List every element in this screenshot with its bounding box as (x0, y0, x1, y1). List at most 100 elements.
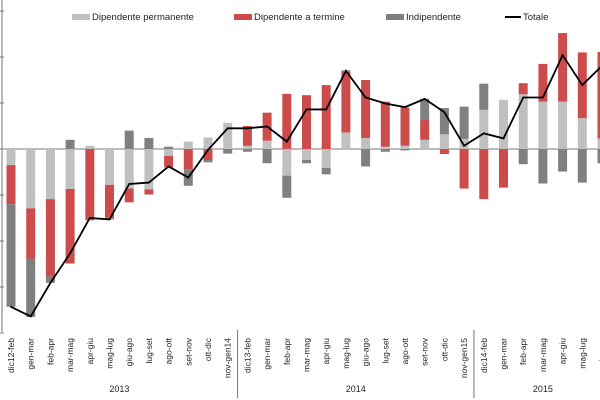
bar-independent (321, 167, 331, 175)
bar-permanent (124, 149, 134, 189)
bar-permanent (223, 122, 233, 149)
bar-temporary (164, 155, 174, 168)
bar-independent (164, 146, 174, 149)
x-tick-label: feb-apr (518, 338, 528, 365)
bar-temporary (420, 120, 430, 140)
total-point (69, 252, 71, 255)
bar-permanent (518, 94, 528, 149)
total-point (266, 125, 268, 128)
bar-temporary (144, 189, 154, 195)
x-tick-label: apr-giu (558, 338, 568, 365)
bar-permanent (282, 149, 292, 176)
bar-permanent (538, 101, 548, 149)
legend-swatch-independent (386, 14, 404, 20)
bar-temporary (105, 184, 114, 218)
bar-permanent (321, 149, 331, 168)
bar-independent (223, 149, 233, 154)
bar-independent (65, 139, 75, 149)
total-point (29, 315, 32, 318)
total-point (404, 106, 406, 108)
bar-temporary (45, 199, 55, 277)
bar-permanent (144, 149, 154, 190)
bar-independent (558, 149, 568, 172)
total-point (49, 282, 52, 284)
total-point (187, 176, 190, 179)
bar-temporary (282, 93, 292, 149)
total-point (167, 165, 170, 168)
bar-independent (538, 149, 548, 184)
bar-independent (26, 258, 36, 317)
bar-temporary (400, 107, 410, 146)
x-tick-label: mag-lug (341, 338, 351, 369)
bar-permanent (499, 99, 508, 149)
bar-permanent (479, 109, 489, 149)
bar-permanent (85, 145, 95, 149)
legend-label-temporary: Dipendente a termine (254, 12, 345, 23)
bar-independent (439, 108, 449, 135)
bar-permanent (341, 132, 351, 149)
bar-temporary (499, 149, 508, 188)
bar-independent (479, 83, 489, 110)
bar-permanent (105, 149, 114, 185)
x-tick-label: giu-ago (597, 338, 600, 367)
x-tick-label: dic12-feb (6, 338, 16, 373)
bars (6, 33, 600, 317)
bar-temporary (518, 83, 528, 95)
bar-permanent (164, 149, 174, 156)
x-tick-label: set-nov (183, 337, 193, 366)
x-tick-label: giu-ago (361, 338, 371, 367)
bar-temporary (65, 189, 75, 264)
bar-independent (400, 149, 410, 151)
legend-swatch-temporary (234, 14, 252, 20)
bar-permanent (242, 145, 252, 149)
x-tick-label: set-nov (420, 337, 430, 366)
bar-permanent (45, 149, 55, 200)
bar-permanent (302, 149, 311, 161)
total-point (246, 127, 249, 130)
total-point (522, 96, 524, 99)
bar-temporary (85, 149, 95, 221)
legend: Dipendente permanente Dipendente a termi… (72, 12, 548, 23)
total-point (502, 137, 505, 140)
bar-independent (45, 276, 55, 283)
bar-permanent (6, 149, 16, 166)
total-point (423, 98, 426, 100)
x-tick-label: lug-set (144, 337, 154, 363)
bar-permanent (577, 118, 587, 149)
bar-temporary (439, 149, 449, 155)
bar-independent (282, 175, 292, 198)
bar-temporary (597, 51, 600, 139)
bar-permanent (420, 139, 430, 149)
total-point (325, 108, 328, 111)
bar-independent (124, 130, 134, 149)
bar-permanent (459, 138, 469, 149)
bar-permanent (361, 137, 371, 149)
x-tick-label: ago-ott (164, 337, 174, 364)
x-tick-label: mar-mag (65, 338, 75, 372)
x-axis-labels: dic12-feb gen-mar feb-apr mar-mag apr-giu mag… (6, 337, 600, 378)
bar-temporary (183, 149, 193, 170)
bar-permanent (400, 145, 410, 149)
bar-temporary (242, 126, 252, 146)
year-label: 2013 (109, 384, 129, 394)
bar-temporary (203, 149, 213, 161)
legend-label-total: Totale (523, 12, 548, 23)
total-series-line (10, 53, 600, 318)
bar-permanent (380, 146, 390, 149)
bar-temporary (6, 165, 16, 205)
bar-independent (302, 160, 311, 164)
total-point (384, 102, 387, 105)
bar-temporary (26, 208, 36, 259)
total-point (581, 84, 584, 86)
bar-temporary (361, 80, 371, 138)
x-tick-label: dic13-feb (242, 338, 252, 373)
bar-independent (518, 149, 528, 165)
bar-independent (144, 137, 154, 149)
year-label: 2014 (346, 384, 366, 394)
total-point (443, 111, 446, 113)
x-tick-label: nov-gen15 (459, 338, 469, 378)
bar-independent (577, 149, 587, 183)
x-tick-label: ott-dic (203, 337, 213, 361)
x-tick-label: giu-ago (124, 338, 134, 367)
total-point (463, 144, 465, 147)
